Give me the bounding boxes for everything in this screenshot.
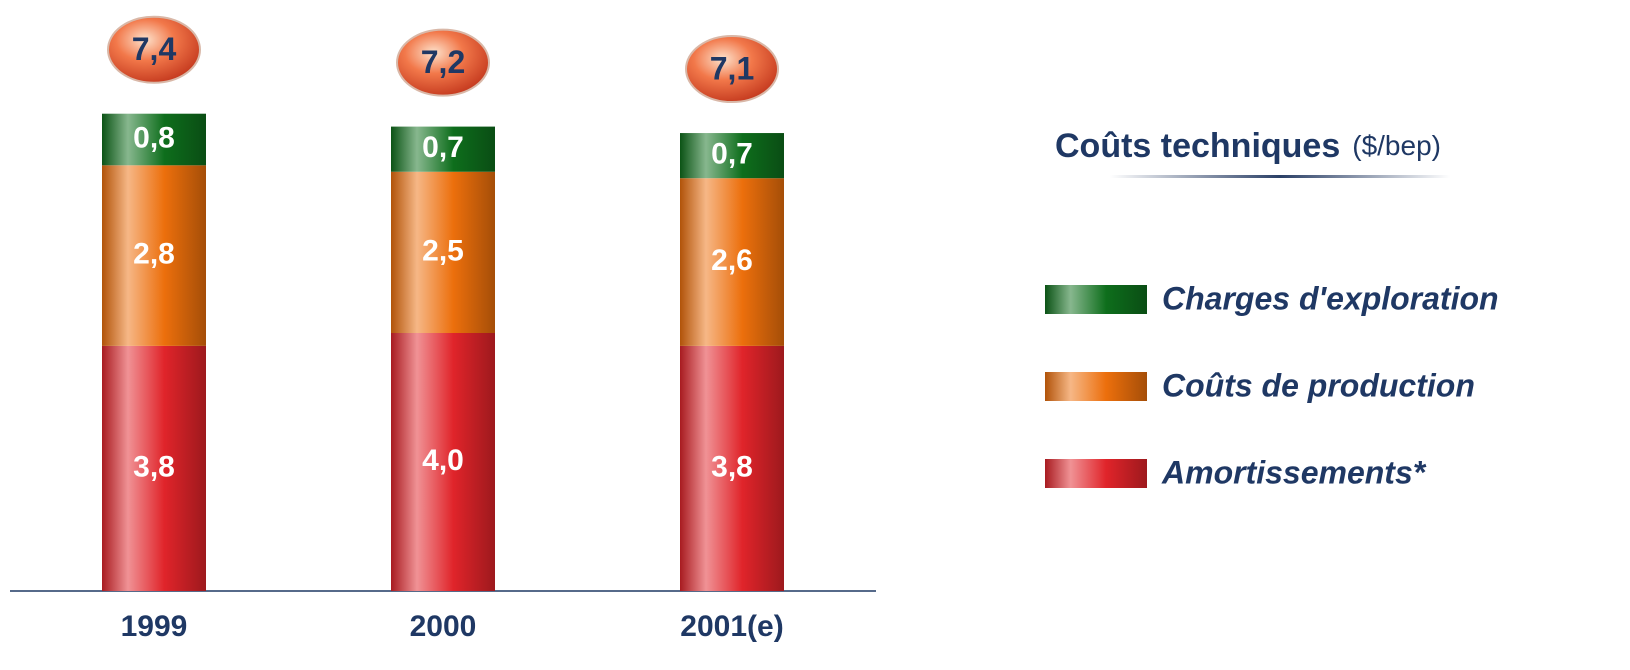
value-label: 2,8 <box>133 238 175 271</box>
bar-segment <box>680 345 784 591</box>
value-label: 2,6 <box>711 244 753 277</box>
total-label: 7,2 <box>421 44 465 80</box>
bar-segment <box>102 113 206 166</box>
legend-label: Charges d'exploration <box>1162 280 1499 316</box>
total-oval <box>396 28 490 97</box>
bar-segment <box>391 126 495 172</box>
x-tick-label: 2001(e) <box>680 610 783 643</box>
value-label: 0,7 <box>711 138 753 171</box>
legend-label: Amortissements* <box>1161 454 1427 490</box>
value-label: 0,8 <box>133 121 175 154</box>
total-label: 7,1 <box>710 51 754 87</box>
total-oval <box>107 15 201 84</box>
value-label: 0,7 <box>422 131 464 164</box>
value-label: 3,8 <box>711 450 753 483</box>
legend-swatch <box>1045 285 1147 314</box>
value-label: 4,0 <box>422 444 464 477</box>
bar-segment <box>102 165 206 346</box>
bar-segment <box>680 133 784 179</box>
chart-title: Coûts techniques ($/bep) <box>1055 127 1441 165</box>
x-tick-label: 2000 <box>410 610 477 643</box>
title: Coûts techniques <box>1055 127 1340 165</box>
legend-label: Coûts de production <box>1162 367 1475 403</box>
bar-segment <box>391 333 495 591</box>
x-tick-label: 1999 <box>121 610 188 643</box>
unit: ($/bep) <box>1352 130 1441 161</box>
legend-swatch <box>1045 372 1147 401</box>
value-label: 2,5 <box>422 234 464 267</box>
title-underline <box>1110 175 1450 178</box>
bar-segment <box>680 178 784 346</box>
bar-segment <box>102 345 206 591</box>
total-oval <box>685 35 779 104</box>
bar-segment <box>391 171 495 333</box>
value-label: 3,8 <box>133 450 175 483</box>
total-label: 7,4 <box>132 31 177 67</box>
legend-swatch <box>1045 459 1147 488</box>
